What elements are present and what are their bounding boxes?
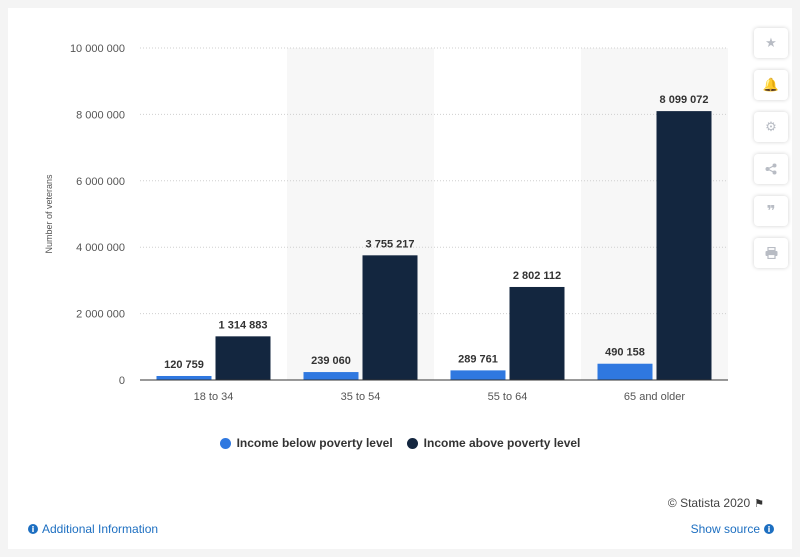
share-icon[interactable] (754, 154, 788, 184)
data-label: 490 158 (605, 347, 645, 359)
data-label: 3 755 217 (366, 238, 415, 250)
legend-label-below-poverty: Income below poverty level (236, 436, 393, 450)
bar (156, 375, 212, 380)
data-label: 239 060 (311, 355, 351, 367)
y-axis-title: Number of veterans (44, 174, 54, 254)
legend-item-below-poverty[interactable]: Income below poverty level (219, 436, 393, 450)
y-tick-label: 6 000 000 (76, 176, 125, 188)
x-tick-label: 65 and older (624, 391, 685, 403)
print-icon[interactable] (754, 238, 788, 268)
statista-credits[interactable]: © Statista 2020 ⚑ (668, 496, 764, 510)
legend-dot-above-poverty (406, 437, 418, 449)
star-icon[interactable]: ★ (754, 28, 788, 58)
bar (215, 336, 271, 380)
flag-icon: ⚑ (754, 496, 764, 510)
legend-item-above-poverty[interactable]: Income above poverty level (406, 436, 581, 450)
y-tick-label: 10 000 000 (70, 43, 125, 55)
info-icon: i (764, 524, 774, 534)
bar (362, 255, 418, 380)
legend-dot-below-poverty (219, 437, 231, 449)
data-label: 1 314 883 (219, 319, 268, 331)
bell-icon[interactable]: 🔔 (754, 70, 788, 100)
data-label: 8 099 072 (660, 94, 709, 106)
bar (450, 370, 506, 380)
bar (597, 363, 653, 380)
legend-label-above-poverty: Income above poverty level (423, 436, 581, 450)
show-source-label: Show source (690, 522, 760, 536)
y-tick-label: 0 (119, 375, 125, 387)
chart-legend: Income below poverty level Income above … (8, 436, 792, 450)
x-tick-label: 55 to 64 (488, 391, 528, 403)
quote-icon[interactable]: ❞ (754, 196, 788, 226)
data-label: 2 802 112 (513, 270, 561, 282)
x-tick-label: 35 to 54 (341, 391, 381, 403)
y-tick-label: 2 000 000 (76, 309, 125, 321)
data-label: 289 761 (458, 353, 498, 365)
bar (509, 286, 565, 380)
y-tick-label: 8 000 000 (76, 109, 125, 121)
info-icon: i (28, 524, 38, 534)
bar (303, 372, 359, 380)
data-label: 120 759 (164, 359, 204, 371)
chart-toolbar: ★ 🔔 ⚙ ❞ (754, 28, 788, 280)
additional-information-label: Additional Information (42, 522, 159, 536)
bar (656, 111, 712, 380)
additional-information-link[interactable]: i Additional Information (28, 522, 158, 536)
x-tick-label: 18 to 34 (194, 391, 234, 403)
gear-icon[interactable]: ⚙ (754, 112, 788, 142)
y-tick-label: 4 000 000 (76, 242, 125, 254)
bar-chart: 0 2 000 000 4 000 000 6 000 000 8 000 000 10 … (44, 43, 728, 403)
show-source-link[interactable]: Show source i (691, 522, 774, 536)
credits-text: © Statista 2020 (667, 496, 751, 510)
chart-card: 0 2 000 000 4 000 000 6 000 000 8 000 000 10 … (8, 8, 792, 549)
